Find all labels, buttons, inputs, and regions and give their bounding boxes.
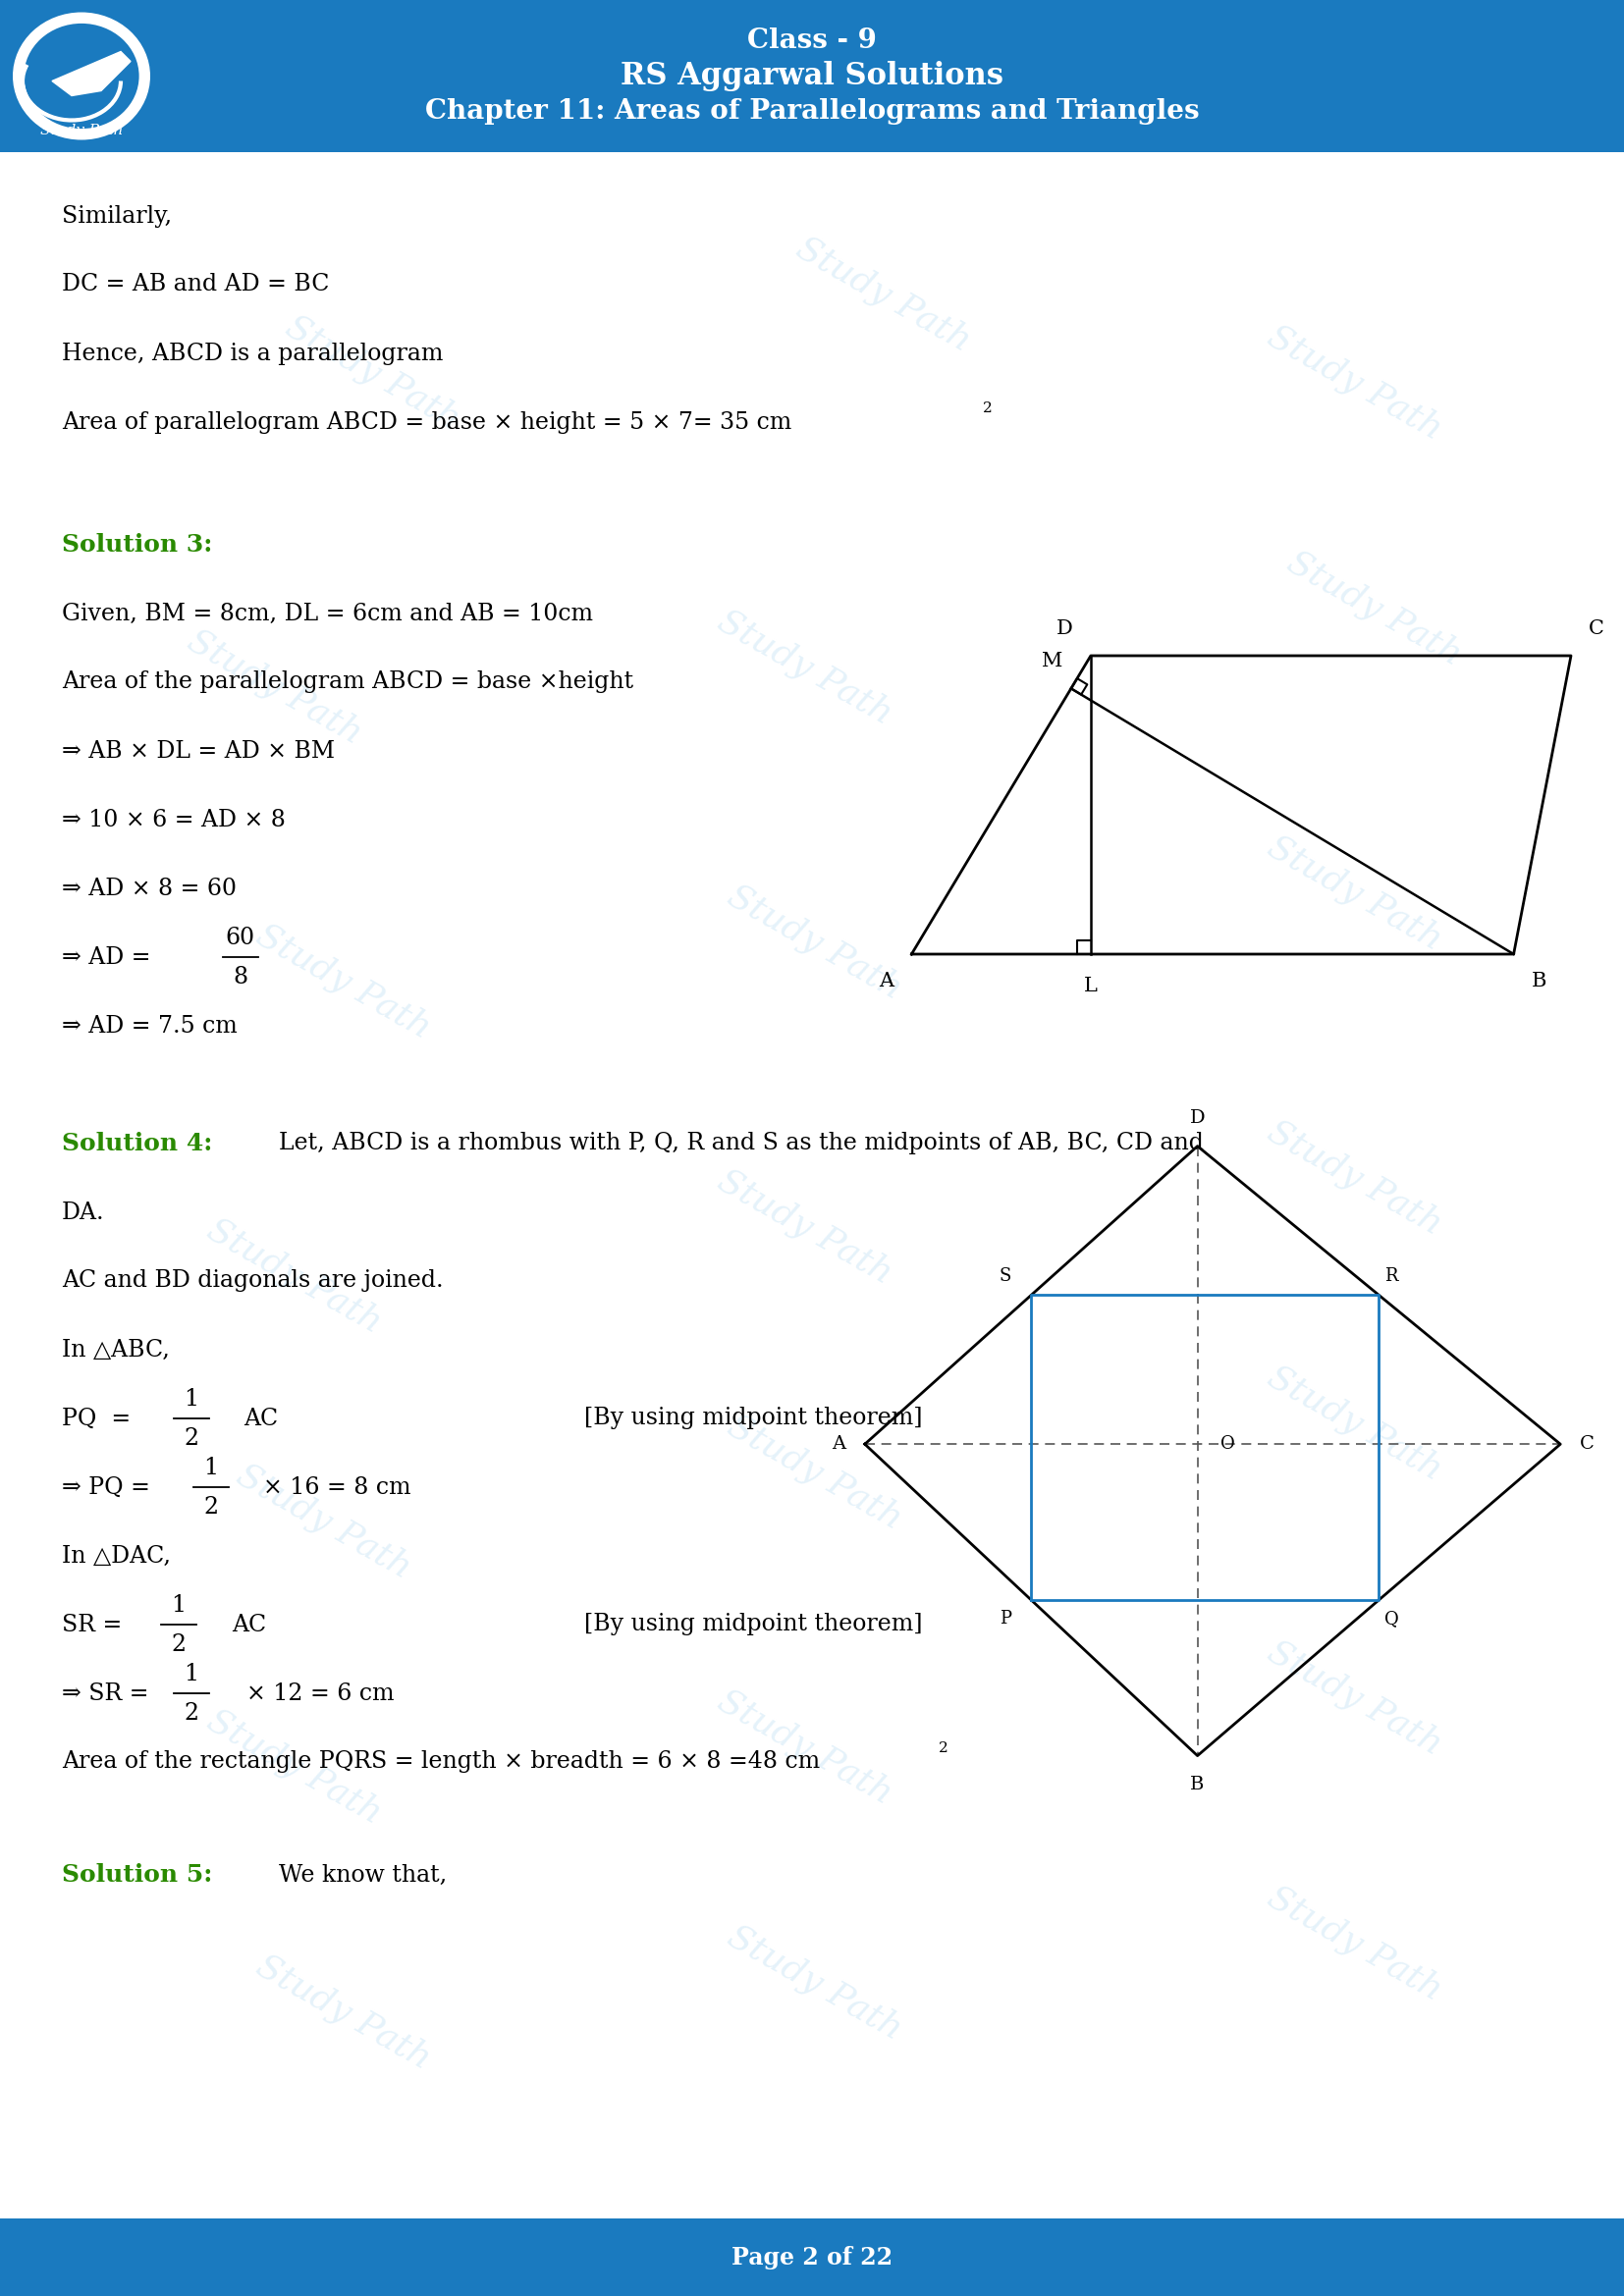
Text: Chapter 11: Areas of Parallelograms and Triangles: Chapter 11: Areas of Parallelograms and … <box>425 99 1199 124</box>
Text: Study Path: Study Path <box>231 1458 417 1584</box>
Text: Solution 3:: Solution 3: <box>62 533 213 556</box>
Text: 2: 2 <box>203 1495 219 1518</box>
Text: Hence, ABCD is a parallelogram: Hence, ABCD is a parallelogram <box>62 342 443 365</box>
Text: × 16 = 8 cm: × 16 = 8 cm <box>263 1476 411 1499</box>
Text: L: L <box>1083 976 1098 996</box>
Text: AC and BD diagonals are joined.: AC and BD diagonals are joined. <box>62 1270 443 1293</box>
Text: Class - 9: Class - 9 <box>747 28 877 55</box>
Text: A: A <box>831 1435 844 1453</box>
Text: Area of parallelogram ABCD = base × height = 5 × 7= 35 cm: Area of parallelogram ABCD = base × heig… <box>62 411 791 434</box>
Text: Study Path: Study Path <box>721 1919 908 2046</box>
Text: A: A <box>879 971 893 990</box>
Ellipse shape <box>13 11 151 140</box>
Text: ⇒ 10 × 6 = AD × 8: ⇒ 10 × 6 = AD × 8 <box>62 808 286 831</box>
Text: ⇒ AD × 8 = 60: ⇒ AD × 8 = 60 <box>62 877 237 900</box>
Text: Study Path: Study Path <box>250 1949 437 2076</box>
Text: Study Path: Study Path <box>201 1704 388 1830</box>
Text: Study Path: Study Path <box>1262 1880 1449 2007</box>
Bar <box>0 0 1624 152</box>
Text: 2: 2 <box>184 1701 200 1724</box>
Text: ⇒ AD =: ⇒ AD = <box>62 946 151 969</box>
Text: O: O <box>1221 1435 1234 1453</box>
Text: Let, ABCD is a rhombus with P, Q, R and S as the midpoints of AB, BC, CD and: Let, ABCD is a rhombus with P, Q, R and … <box>279 1132 1203 1155</box>
Text: Solution 5:: Solution 5: <box>62 1862 213 1887</box>
Text: × 12 = 6 cm: × 12 = 6 cm <box>247 1683 395 1704</box>
Text: ⇒ AB × DL = AD × BM: ⇒ AB × DL = AD × BM <box>62 739 335 762</box>
Text: ⇒ AD = 7.5 cm: ⇒ AD = 7.5 cm <box>62 1015 237 1038</box>
Text: 2: 2 <box>939 1740 948 1754</box>
Text: Study Path: Study Path <box>721 1410 908 1536</box>
Text: RS Aggarwal Solutions: RS Aggarwal Solutions <box>620 62 1004 92</box>
Text: Study Path: Study Path <box>1262 829 1449 957</box>
Text: Study Path: Study Path <box>1281 544 1468 673</box>
Text: P: P <box>1000 1609 1012 1628</box>
Text: [By using midpoint theorem]: [By using midpoint theorem] <box>585 1407 922 1430</box>
Text: 1: 1 <box>171 1593 187 1616</box>
Ellipse shape <box>23 23 140 131</box>
Text: 2: 2 <box>983 402 992 416</box>
Text: R: R <box>1385 1267 1398 1286</box>
Text: B: B <box>1531 971 1546 990</box>
Text: Given, BM = 8cm, DL = 6cm and AB = 10cm: Given, BM = 8cm, DL = 6cm and AB = 10cm <box>62 602 593 625</box>
Text: Page 2 of 22: Page 2 of 22 <box>731 2245 893 2268</box>
Text: ⇒ SR =: ⇒ SR = <box>62 1683 149 1704</box>
Text: ⇒ PQ =: ⇒ PQ = <box>62 1476 149 1499</box>
Text: 8: 8 <box>232 964 248 987</box>
Text: S: S <box>999 1267 1012 1286</box>
Text: 2: 2 <box>171 1632 187 1655</box>
Text: Study Path: Study Path <box>1262 1359 1449 1488</box>
Text: Study Path: Study Path <box>41 124 123 138</box>
Text: Study Path: Study Path <box>711 604 898 730</box>
Text: 1: 1 <box>184 1387 200 1410</box>
Text: C: C <box>1588 620 1605 638</box>
Polygon shape <box>52 51 130 96</box>
Bar <box>0 2218 1624 2296</box>
Text: Study Path: Study Path <box>711 1683 898 1812</box>
Text: Similarly,: Similarly, <box>62 204 172 227</box>
Text: Study Path: Study Path <box>1262 1635 1449 1761</box>
Text: AC: AC <box>232 1614 266 1635</box>
Text: Study Path: Study Path <box>1262 1114 1449 1242</box>
Text: M: M <box>1041 652 1062 670</box>
Text: Study Path: Study Path <box>250 918 437 1045</box>
Text: 1: 1 <box>203 1456 219 1479</box>
Text: In △ABC,: In △ABC, <box>62 1339 169 1362</box>
Text: DA.: DA. <box>62 1201 104 1224</box>
Text: Study Path: Study Path <box>721 879 908 1006</box>
Text: Study Path: Study Path <box>182 625 369 751</box>
Text: 1: 1 <box>184 1662 200 1685</box>
Text: D: D <box>1190 1109 1205 1127</box>
Text: B: B <box>1190 1775 1205 1793</box>
Text: Study Path: Study Path <box>711 1164 898 1290</box>
Text: Q: Q <box>1385 1609 1400 1628</box>
Text: D: D <box>1057 620 1073 638</box>
Text: 2: 2 <box>184 1426 200 1449</box>
Text: Solution 4:: Solution 4: <box>62 1132 213 1155</box>
Text: Area of the parallelogram ABCD = base ×height: Area of the parallelogram ABCD = base ×h… <box>62 670 633 693</box>
Text: Study Path: Study Path <box>1262 319 1449 445</box>
Text: We know that,: We know that, <box>279 1864 448 1887</box>
Text: In △DAC,: In △DAC, <box>62 1545 171 1568</box>
Text: Study Path: Study Path <box>201 1212 388 1339</box>
Text: DC = AB and AD = BC: DC = AB and AD = BC <box>62 273 330 296</box>
Text: 60: 60 <box>226 925 255 948</box>
Text: Study Path: Study Path <box>791 232 978 358</box>
Text: Area of the rectangle PQRS = length × breadth = 6 × 8 =48 cm: Area of the rectangle PQRS = length × br… <box>62 1752 820 1773</box>
Text: AC: AC <box>244 1407 278 1430</box>
Text: SR =: SR = <box>62 1614 122 1635</box>
Text: C: C <box>1580 1435 1595 1453</box>
Text: [By using midpoint theorem]: [By using midpoint theorem] <box>585 1614 922 1635</box>
Text: PQ  =: PQ = <box>62 1407 130 1430</box>
Text: Study Path: Study Path <box>279 310 466 436</box>
